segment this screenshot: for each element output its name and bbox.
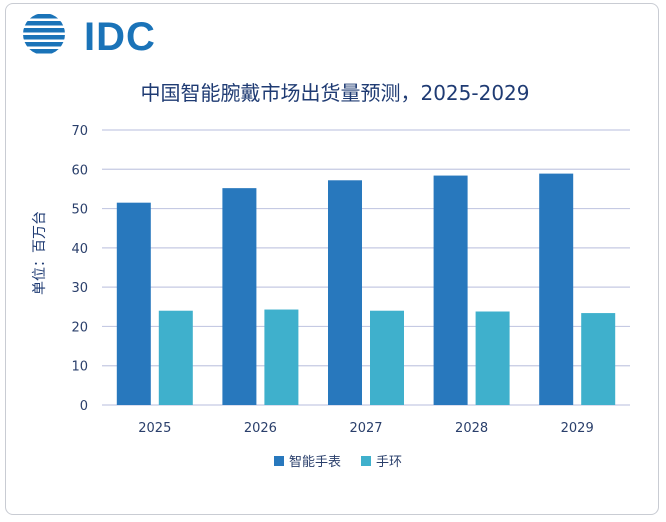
x-tick-label: 2025 [138,421,171,436]
bar [433,175,468,405]
legend-swatch [274,456,284,466]
y-axis-label: 单位：百万台 [32,211,48,295]
bar [158,310,193,405]
y-tick-label: 70 [71,124,88,139]
legend-swatch [361,456,371,466]
idc-globe-icon [23,14,65,54]
bar [264,309,299,405]
bar [116,202,151,405]
y-tick-label: 30 [71,281,88,296]
x-tick-labels: 2025 2026 2027 2028 2029 [138,421,593,436]
bars [116,173,616,405]
x-tick-label: 2028 [455,421,488,436]
bar [328,180,362,405]
bar [475,311,510,405]
chart-title: 中国智能腕戴市场出货量预测，2025-2029 [140,81,529,105]
x-tick-label: 2027 [349,421,382,436]
bar [581,313,616,405]
bar [370,310,404,405]
y-tick-label: 20 [71,320,88,335]
y-tick-label: 10 [71,360,88,375]
bar [222,188,257,405]
y-tick-label: 50 [71,203,88,218]
y-tick-label: 0 [80,399,88,414]
logo-text: IDC [84,15,156,59]
bar [539,173,574,405]
y-tick-labels: 0 10 20 30 40 50 60 70 [71,124,88,414]
idc-logo: IDC [20,10,160,58]
y-tick-label: 40 [71,242,88,257]
y-tick-label: 60 [71,163,88,178]
legend-label: 智能手表 [289,455,341,470]
x-tick-label: 2029 [561,421,594,436]
legend-label: 手环 [376,455,402,470]
x-tick-label: 2026 [244,421,277,436]
legend: 智能手表 手环 [274,455,402,470]
